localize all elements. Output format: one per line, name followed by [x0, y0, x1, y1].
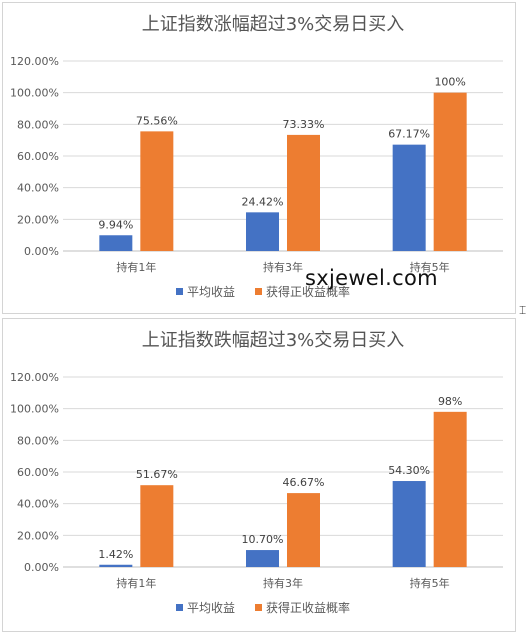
- x-tick-label: 持有5年: [410, 576, 450, 590]
- bar-positive-prob: [433, 92, 467, 252]
- y-tick-label: 40.00%: [17, 182, 59, 195]
- legend-swatch: [255, 288, 262, 295]
- data-label: 54.30%: [388, 464, 430, 477]
- y-tick-label: 60.00%: [17, 466, 59, 479]
- y-tick-label: 100.00%: [10, 87, 59, 100]
- data-label: 100%: [434, 76, 465, 89]
- y-tick-label: 120.00%: [10, 55, 59, 68]
- legend-label: 平均收益: [187, 285, 235, 299]
- y-tick-label: 20.00%: [17, 213, 59, 226]
- bar-positive-prob: [287, 493, 320, 567]
- bar-avg-return: [392, 144, 426, 251]
- bar-avg-return: [99, 564, 133, 567]
- x-tick-label: 持有3年: [263, 260, 303, 274]
- watermark-text: sxjewel.com: [305, 266, 438, 290]
- data-label: 9.94%: [98, 218, 133, 231]
- y-tick-label: 80.00%: [17, 434, 59, 447]
- chart-panel-fall: 上证指数跌幅超过3%交易日买入 0.00% 20.00% 40.00% 60.00% 80…: [2, 318, 516, 632]
- y-tick-label: 0.00%: [24, 561, 59, 574]
- chart-rise-svg: 上证指数涨幅超过3%交易日买入 0.00% 20.00% 40.00% 60.00% 80…: [10, 14, 503, 299]
- x-tick-label: 持有1年: [116, 260, 156, 274]
- bar-positive-prob: [433, 411, 467, 567]
- chart-title: 上证指数跌幅超过3%交易日买入: [142, 330, 405, 351]
- data-label: 1.42%: [98, 548, 133, 561]
- y-tick-label: 60.00%: [17, 150, 59, 163]
- bar-positive-prob: [140, 485, 174, 567]
- bar-avg-return: [246, 212, 279, 251]
- data-label: 98%: [438, 395, 462, 408]
- y-tick-label: 40.00%: [17, 498, 59, 511]
- legend-label: 获得正收益概率: [266, 284, 350, 299]
- data-label: 75.56%: [136, 114, 178, 127]
- x-tick-label: 持有3年: [263, 576, 303, 590]
- data-label: 73.33%: [283, 118, 325, 131]
- x-tick-label: 持有1年: [116, 576, 156, 590]
- y-tick-label: 20.00%: [17, 529, 59, 542]
- x-tick-label: 持有5年: [410, 260, 450, 274]
- chart-panel-rise: 上证指数涨幅超过3%交易日买入 0.00% 20.00% 40.00% 60.00% 80…: [2, 2, 516, 314]
- y-tick-label: 80.00%: [17, 118, 59, 131]
- data-label: 67.17%: [388, 128, 430, 141]
- y-tick-label: 120.00%: [10, 371, 59, 384]
- bar-positive-prob: [287, 134, 320, 251]
- legend-label: 平均收益: [187, 601, 235, 615]
- data-label: 24.42%: [242, 195, 284, 208]
- data-label: 10.70%: [242, 533, 284, 546]
- bar-avg-return: [392, 481, 426, 567]
- chart-title: 上证指数涨幅超过3%交易日买入: [142, 14, 405, 35]
- legend-swatch: [176, 604, 183, 611]
- data-label: 46.67%: [283, 476, 325, 489]
- bar-avg-return: [246, 550, 279, 567]
- legend-swatch: [176, 288, 183, 295]
- y-tick-label: 100.00%: [10, 403, 59, 416]
- legend-swatch: [255, 604, 262, 611]
- bar-avg-return: [99, 235, 133, 251]
- y-tick-label: 0.00%: [24, 245, 59, 258]
- bar-positive-prob: [140, 131, 174, 251]
- data-label: 51.67%: [136, 468, 178, 481]
- chart-fall-svg: 上证指数跌幅超过3%交易日买入 0.00% 20.00% 40.00% 60.00% 80…: [10, 330, 503, 615]
- text-cursor-icon: ⌶: [519, 303, 527, 317]
- legend-label: 获得正收益概率: [266, 600, 350, 615]
